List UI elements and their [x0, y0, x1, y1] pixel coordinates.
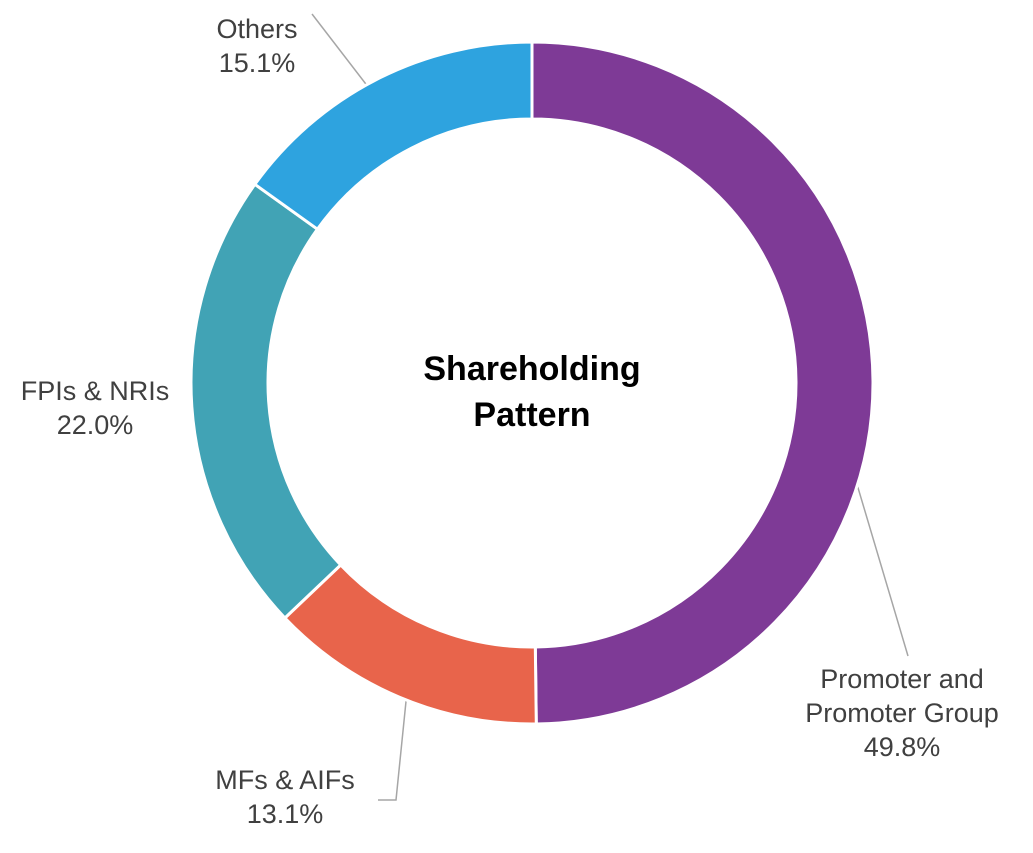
donut-slice — [530, 40, 875, 726]
slice-label: MFs & AIFs 13.1% — [175, 763, 395, 831]
category-label: FPIs & NRIs — [20, 376, 170, 406]
category-label: MFs & AIFs — [215, 765, 355, 795]
value-label: 49.8% — [863, 732, 941, 762]
value-label: 15.1% — [218, 48, 296, 78]
slice-label: Others 15.1% — [167, 12, 347, 80]
donut-slice — [252, 40, 534, 232]
chart-title: Shareholding Pattern — [423, 350, 641, 434]
leader-line — [378, 661, 411, 801]
donut-slice — [189, 182, 343, 621]
category-label: Promoter and Promoter Group — [805, 664, 999, 728]
value-label: 13.1% — [246, 799, 324, 829]
slice-label: Promoter and Promoter Group 49.8% — [772, 662, 1032, 764]
slice-label: FPIs & NRIs 22.0% — [0, 374, 195, 442]
category-label: Others — [216, 14, 298, 44]
value-label: 22.0% — [56, 410, 134, 440]
donut-slice — [282, 562, 538, 726]
